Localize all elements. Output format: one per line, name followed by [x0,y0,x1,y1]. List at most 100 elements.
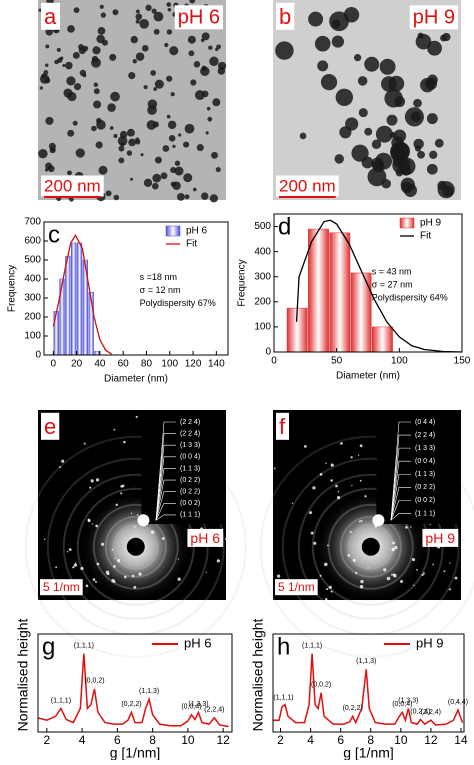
diffraction-spot [310,531,314,535]
scale-bar-label-box [40,579,83,596]
diffraction-spot [123,440,126,444]
diffraction-spot [91,523,93,525]
diffraction-spot [326,588,329,591]
plot-frame [37,633,233,733]
diffraction-spot [120,492,123,495]
particle [440,34,448,42]
diffraction-spot [349,530,352,534]
diffraction-spot [105,570,110,575]
diffraction-spot [416,568,418,571]
particle [183,141,190,148]
x-tick-label: 120 [185,359,202,370]
index-leader [390,473,411,521]
diffraction-spot [87,518,90,522]
diffraction-spot [391,573,393,576]
scale-bar-label: 5 1/nm [278,580,315,594]
diffraction-spot [355,571,358,575]
particle [96,117,102,124]
spectrum-line [273,653,464,726]
diffraction-spot [324,562,328,567]
peak-label: (1,1,1) [74,642,94,649]
annotation: Polydispersity 64% [372,292,448,302]
index-leader [390,421,411,521]
miller-index: (0 2 2) [180,477,200,484]
particle [345,117,359,131]
miller-index: (1 3 3) [415,445,435,452]
particle [152,173,162,183]
particle [91,57,101,68]
diffraction-spot [205,571,207,573]
particle [154,79,164,89]
diffraction-spot [432,563,435,566]
particle [67,25,75,33]
x-tick-label: 100 [161,359,178,370]
y-tick-label: 0 [35,350,41,361]
diffraction-spot [113,428,116,431]
diffraction-spot [133,585,137,589]
particle [320,74,338,91]
center-mark [137,514,150,527]
diffraction-spot [75,562,77,564]
particle [353,54,362,62]
diffraction-spot [448,588,451,591]
y-tick-label: 500 [24,255,41,266]
diffraction-spot [95,478,100,482]
particle [135,19,140,24]
diffraction-spot [177,558,180,560]
particle [429,150,438,159]
diffraction-spot [394,545,398,550]
particle [152,121,159,128]
particle [176,192,185,201]
particle [367,167,387,187]
particle [335,88,354,107]
particle [130,177,134,181]
y-tick-label: 200 [254,296,271,307]
y-tick-label: 400 [24,274,41,285]
particle [162,145,170,152]
particle [371,139,382,149]
particle [174,166,184,176]
peak-label: (2,2,4) [421,709,441,716]
y-tick-label: 0 [265,347,271,358]
annotation: Polydispersity 67% [140,298,216,308]
particle [93,82,99,88]
particle [117,136,128,146]
miller-index: (2 2 4) [180,419,200,426]
diffraction-ring [46,457,225,636]
diffraction-spot [328,585,332,589]
index-leader [155,468,176,521]
index-leader [155,444,176,521]
diffraction-spot [291,502,294,504]
peak-label: (0,2,2) [343,705,363,712]
x-axis-label: g [1/nm] [343,745,394,760]
diffraction-spot [273,467,276,470]
particle [308,11,324,27]
miller-index: (1 1 3) [415,471,435,478]
center-mark [372,514,385,527]
particle [205,131,209,135]
diffraction-spot [313,541,317,545]
panel-letter-box [41,412,60,440]
diffraction-spot [61,459,65,463]
particle [47,165,55,173]
diffraction-spot [358,454,360,456]
peak-label: (2,2,4) [204,707,224,714]
particle [98,165,108,175]
x-tick-label: 50 [331,356,343,367]
particle [331,35,344,48]
particle [169,46,179,56]
diffraction-spot [330,479,333,482]
diffraction-spot [347,554,351,557]
particle [400,177,415,192]
diffraction-spot [130,512,133,514]
legend-label: pH 9 [420,218,442,229]
panel-label: pH 9 [425,530,455,546]
particle [393,129,407,143]
diffraction-spot [336,496,341,500]
particle [375,125,393,143]
x-tick-label: 6 [114,733,121,747]
panel-label-box [422,528,459,547]
diffraction-spot [358,520,361,523]
particle [174,160,181,166]
